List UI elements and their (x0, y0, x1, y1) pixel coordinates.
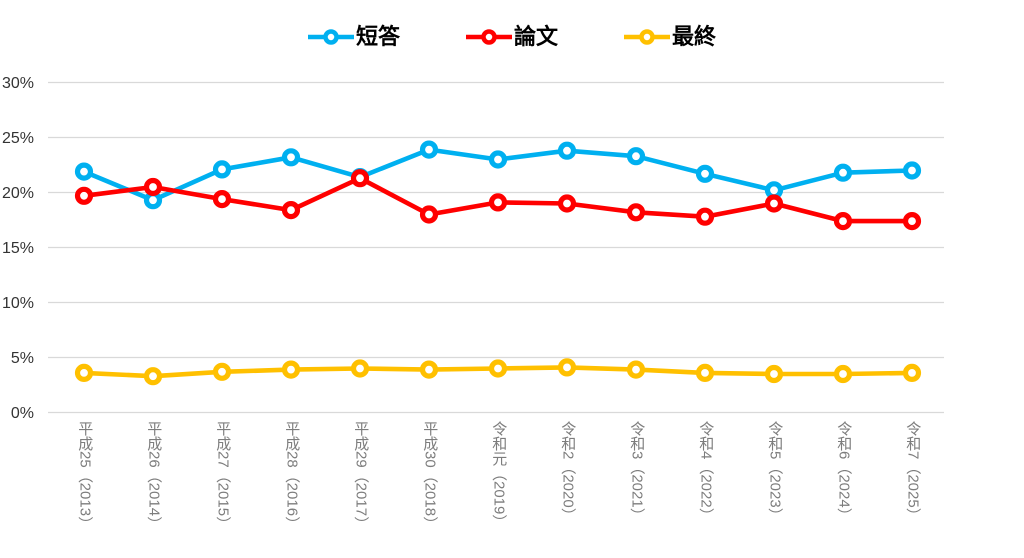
chart-legend: 短答 論文 最終 (0, 26, 1024, 48)
data-point-marker (212, 190, 232, 209)
data-point-marker (557, 194, 577, 213)
data-point-marker (212, 160, 232, 179)
legend-label-ronbun: 論文 (513, 24, 558, 49)
data-point-marker (488, 150, 508, 169)
y-axis-tick-label: 5% (11, 350, 34, 367)
line-marker-icon (307, 29, 354, 45)
y-axis-tick-label: 10% (2, 295, 34, 312)
y-axis-tick-label: 25% (2, 130, 34, 147)
data-point-marker (143, 177, 163, 197)
data-point-marker (350, 359, 370, 378)
data-point-marker (626, 360, 646, 379)
data-point-marker (281, 201, 301, 220)
data-point-marker (143, 367, 163, 386)
line-marker-icon (624, 29, 670, 45)
data-point-marker (833, 212, 853, 231)
data-point-marker (902, 212, 922, 231)
data-point-marker (419, 140, 439, 159)
data-point-marker (557, 358, 577, 377)
data-point-marker (488, 193, 508, 212)
data-point-marker (419, 205, 439, 224)
line-marker-icon (465, 29, 512, 45)
data-point-marker (902, 161, 922, 180)
data-point-marker (281, 148, 301, 167)
data-point-marker (902, 363, 922, 382)
data-point-marker (764, 364, 784, 384)
data-point-marker (212, 362, 232, 381)
legend-label-tantou: 短答 (355, 24, 400, 49)
data-point-marker (74, 186, 94, 205)
data-point-marker (488, 359, 508, 378)
legend-label-saishuu: 最終 (672, 24, 717, 49)
data-point-marker (557, 141, 577, 160)
data-point-marker (281, 360, 301, 379)
data-point-marker (419, 360, 439, 379)
y-axis-tick-label: 30% (2, 75, 34, 92)
y-axis-tick-label: 0% (11, 405, 34, 422)
data-point-marker (695, 207, 715, 226)
data-point-marker (626, 147, 646, 166)
data-point-marker (695, 164, 715, 183)
legend-item-tantou: 短答 (307, 24, 400, 49)
y-axis-tick-label: 15% (2, 240, 34, 257)
data-point-marker (74, 162, 94, 181)
data-point-marker (833, 364, 853, 384)
legend-item-saishuu: 最終 (624, 26, 716, 48)
data-point-marker (695, 363, 715, 382)
legend-item-ronbun: 論文 (465, 24, 558, 49)
data-point-marker (350, 169, 370, 188)
y-axis-tick-label: 20% (2, 185, 34, 202)
data-point-marker (833, 163, 853, 182)
data-point-marker (74, 363, 94, 382)
data-point-marker (626, 203, 646, 222)
data-point-marker (764, 194, 784, 213)
